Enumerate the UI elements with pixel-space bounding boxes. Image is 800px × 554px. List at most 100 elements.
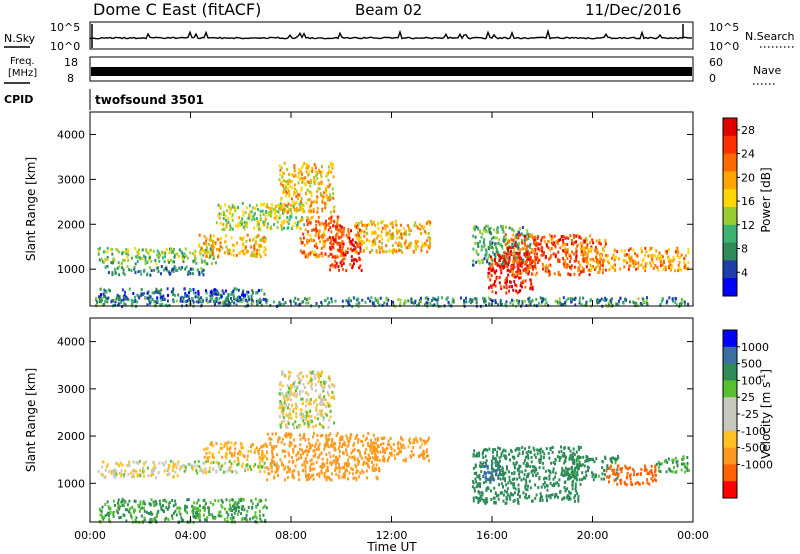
data-cell [376, 450, 379, 454]
data-cell [266, 222, 269, 226]
data-cell [492, 457, 495, 461]
data-cell [563, 496, 566, 500]
data-cell [113, 474, 115, 478]
data-cell [578, 267, 581, 271]
data-cell [492, 236, 495, 240]
data-cell [99, 295, 102, 299]
data-cell [368, 457, 371, 461]
data-cell [277, 210, 280, 214]
data-cell [270, 462, 273, 466]
data-cell [486, 486, 489, 490]
data-cell [472, 234, 475, 238]
data-cell [167, 293, 169, 297]
data-cell [650, 264, 653, 268]
data-cell [338, 241, 341, 245]
data-cell [637, 264, 640, 267]
data-cell [488, 296, 490, 300]
data-cell [527, 484, 529, 488]
data-cell [588, 268, 591, 272]
data-cell [399, 298, 402, 302]
data-cell [399, 303, 402, 307]
data-cell [549, 481, 552, 485]
data-cell [151, 471, 153, 474]
data-cell [513, 466, 516, 470]
data-cell [201, 298, 204, 302]
data-cell [495, 460, 498, 464]
data-cell [352, 258, 355, 262]
data-cell [494, 299, 497, 303]
data-cell [687, 251, 690, 254]
data-cell [136, 474, 139, 478]
data-cell [207, 242, 210, 246]
data-cell [228, 503, 231, 507]
data-cell [366, 223, 368, 227]
data-cell [356, 237, 359, 241]
data-cell [504, 233, 507, 237]
data-cell [596, 249, 598, 252]
data-cell [152, 461, 155, 464]
data-cell [500, 287, 503, 291]
data-cell [289, 390, 292, 394]
data-cell [562, 249, 565, 253]
data-cell [292, 200, 295, 204]
data-cell [161, 504, 164, 508]
data-cell [339, 249, 342, 252]
data-cell [308, 473, 311, 477]
data-cell [296, 226, 298, 230]
data-cell [187, 271, 190, 275]
data-cell [115, 461, 117, 465]
data-cell [531, 298, 534, 302]
data-cell [569, 265, 572, 269]
data-cell [194, 515, 197, 519]
data-cell [490, 274, 493, 278]
data-cell [277, 465, 280, 469]
data-cell [217, 461, 220, 465]
data-cell [281, 411, 284, 415]
data-cell [478, 451, 481, 455]
data-cell [604, 296, 606, 300]
data-cell [120, 469, 123, 473]
data-cell [290, 213, 293, 217]
data-cell [198, 465, 201, 469]
data-cell [236, 505, 239, 509]
data-cell [489, 298, 492, 302]
data-cell [299, 302, 302, 306]
data-cell [237, 500, 240, 504]
data-cell [516, 232, 519, 236]
data-cell [424, 243, 427, 247]
data-cell [135, 460, 138, 464]
data-cell [273, 460, 275, 464]
data-cell [562, 262, 565, 266]
data-cell [315, 302, 318, 305]
data-cell [504, 471, 507, 475]
data-cell [301, 397, 304, 401]
data-cell [298, 377, 301, 381]
data-cell [186, 256, 189, 260]
data-cell [583, 253, 586, 257]
data-cell [123, 302, 126, 306]
data-cell [290, 215, 293, 219]
data-cell [518, 472, 521, 476]
data-cell [304, 457, 307, 460]
data-cell [565, 253, 568, 257]
data-cell [271, 469, 273, 473]
data-cell [488, 253, 491, 257]
data-cell [240, 450, 243, 454]
data-cell [160, 288, 163, 292]
data-cell [321, 254, 324, 258]
data-cell [366, 238, 369, 242]
data-cell [372, 463, 375, 467]
data-cell [278, 206, 281, 210]
data-cell [233, 244, 236, 248]
data-cell [512, 238, 515, 242]
data-cell [187, 299, 190, 303]
data-cell [325, 453, 328, 457]
data-cell [527, 474, 529, 478]
data-cell [297, 425, 300, 429]
data-cell [518, 490, 520, 493]
data-cell [136, 256, 139, 260]
colorbar-tick-label: 24 [741, 148, 755, 161]
data-cell [311, 387, 314, 391]
data-cell [680, 303, 682, 307]
data-cell [260, 457, 263, 461]
